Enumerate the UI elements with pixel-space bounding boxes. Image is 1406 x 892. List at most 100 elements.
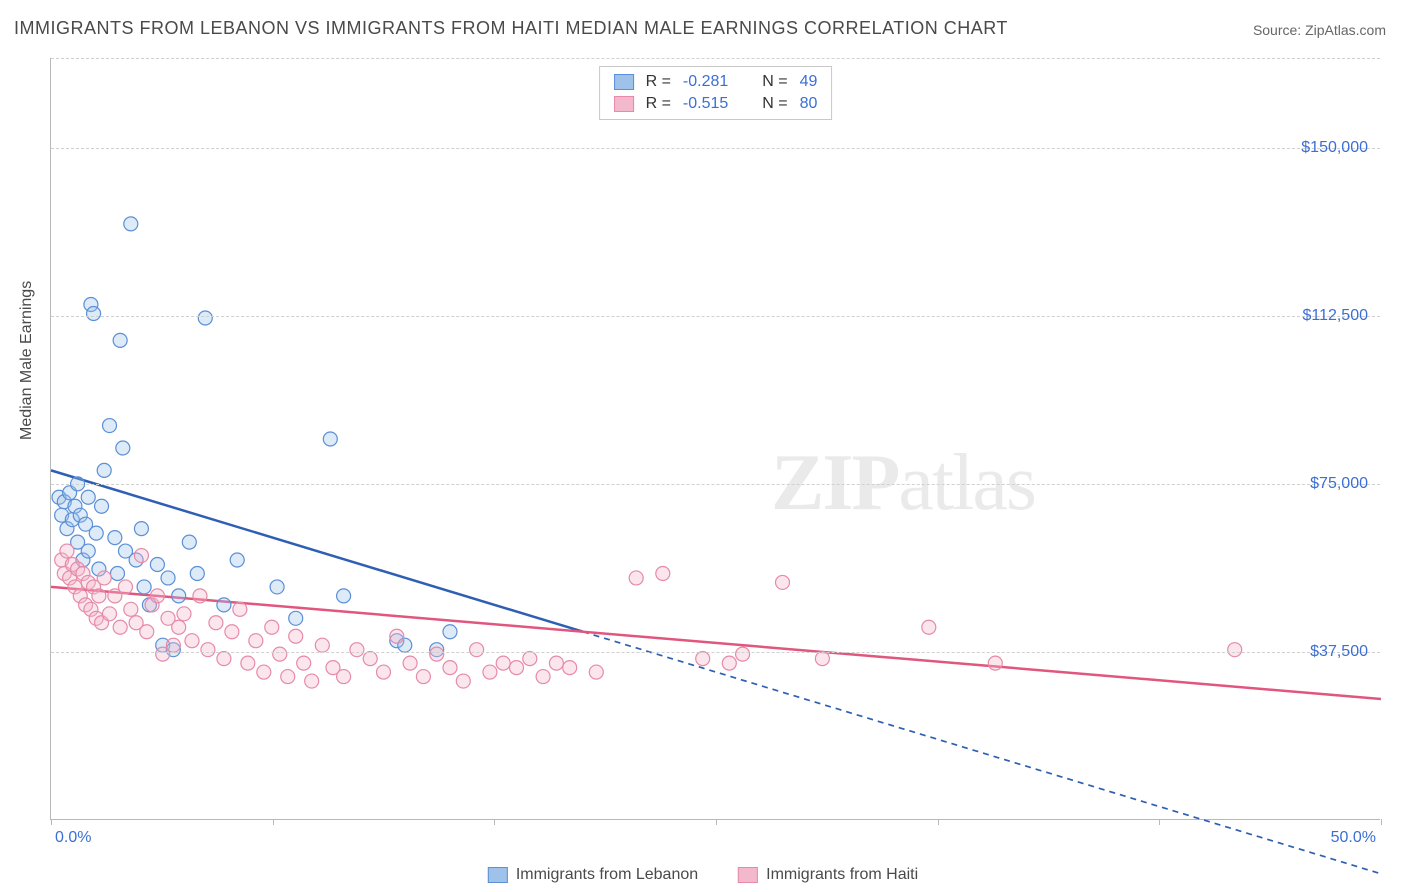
data-point [166, 638, 180, 652]
y-tick-label: $75,000 [1310, 475, 1368, 493]
x-tick [51, 819, 52, 825]
data-point [377, 665, 391, 679]
data-point [124, 602, 138, 616]
n-value: 49 [800, 73, 818, 91]
data-point [281, 670, 295, 684]
data-point [193, 589, 207, 603]
data-point [217, 598, 231, 612]
data-point [629, 571, 643, 585]
data-point [696, 652, 710, 666]
data-point [549, 656, 563, 670]
n-value: 80 [800, 95, 818, 113]
data-point [172, 620, 186, 634]
data-point [443, 625, 457, 639]
series-name: Immigrants from Lebanon [516, 866, 698, 884]
data-point [510, 661, 524, 675]
data-point [172, 589, 186, 603]
data-point [736, 647, 750, 661]
gridline [51, 652, 1380, 653]
data-point [124, 217, 138, 231]
data-point [97, 463, 111, 477]
swatch-icon [738, 867, 758, 883]
data-point [103, 419, 117, 433]
data-point [140, 625, 154, 639]
y-tick-label: $37,500 [1310, 643, 1368, 661]
swatch-icon [614, 96, 634, 112]
data-point [1228, 643, 1242, 657]
r-value: -0.281 [683, 73, 728, 91]
data-point [297, 656, 311, 670]
data-point [113, 620, 127, 634]
data-point [337, 670, 351, 684]
swatch-icon [614, 74, 634, 90]
data-point [87, 306, 101, 320]
gridline [51, 316, 1380, 317]
data-point [217, 652, 231, 666]
data-point [150, 558, 164, 572]
data-point [81, 544, 95, 558]
data-point [470, 643, 484, 657]
data-point [60, 544, 74, 558]
legend-row: R = -0.515 N = 80 [614, 95, 818, 113]
data-point [323, 432, 337, 446]
chart-title: IMMIGRANTS FROM LEBANON VS IMMIGRANTS FR… [14, 18, 1008, 39]
data-point [363, 652, 377, 666]
x-tick [273, 819, 274, 825]
y-axis-label: Median Male Earnings [18, 281, 36, 440]
x-tick [1381, 819, 1382, 825]
data-point [257, 665, 271, 679]
y-tick-label: $150,000 [1301, 139, 1368, 157]
data-point [177, 607, 191, 621]
y-tick-label: $112,500 [1302, 307, 1368, 325]
gridline [51, 148, 1380, 149]
correlation-legend: R = -0.281 N = 49 R = -0.515 N = 80 [599, 66, 833, 120]
data-point [563, 661, 577, 675]
data-point [416, 670, 430, 684]
data-point [118, 580, 132, 594]
x-tick [1159, 819, 1160, 825]
data-point [95, 499, 109, 513]
data-point [988, 656, 1002, 670]
gridline [51, 484, 1380, 485]
data-point [289, 611, 303, 625]
data-point [776, 575, 790, 589]
data-point [233, 602, 247, 616]
x-tick [716, 819, 717, 825]
swatch-icon [488, 867, 508, 883]
data-point [134, 522, 148, 536]
data-point [150, 589, 164, 603]
data-point [289, 629, 303, 643]
x-tick [494, 819, 495, 825]
data-point [198, 311, 212, 325]
series-legend: Immigrants from Lebanon Immigrants from … [488, 866, 918, 884]
plot-area: R = -0.281 N = 49 R = -0.515 N = 80 ZIPa… [50, 58, 1380, 820]
legend-item: Immigrants from Lebanon [488, 866, 698, 884]
data-point [190, 566, 204, 580]
data-point [443, 661, 457, 675]
data-point [161, 571, 175, 585]
data-point [185, 634, 199, 648]
data-point [116, 441, 130, 455]
legend-item: Immigrants from Haiti [738, 866, 918, 884]
data-point [273, 647, 287, 661]
data-point [430, 647, 444, 661]
x-tick [938, 819, 939, 825]
source-label: Source: ZipAtlas.com [1253, 22, 1386, 38]
data-point [403, 656, 417, 670]
data-point [137, 580, 151, 594]
data-point [225, 625, 239, 639]
data-point [97, 571, 111, 585]
r-label: R = [646, 95, 671, 113]
data-point [230, 553, 244, 567]
data-point [241, 656, 255, 670]
legend-row: R = -0.281 N = 49 [614, 73, 818, 91]
data-point [113, 333, 127, 347]
data-point [496, 656, 510, 670]
data-point [456, 674, 470, 688]
data-point [350, 643, 364, 657]
r-label: R = [646, 73, 671, 91]
data-point [815, 652, 829, 666]
data-point [81, 490, 95, 504]
n-label: N = [762, 73, 787, 91]
data-point [108, 531, 122, 545]
